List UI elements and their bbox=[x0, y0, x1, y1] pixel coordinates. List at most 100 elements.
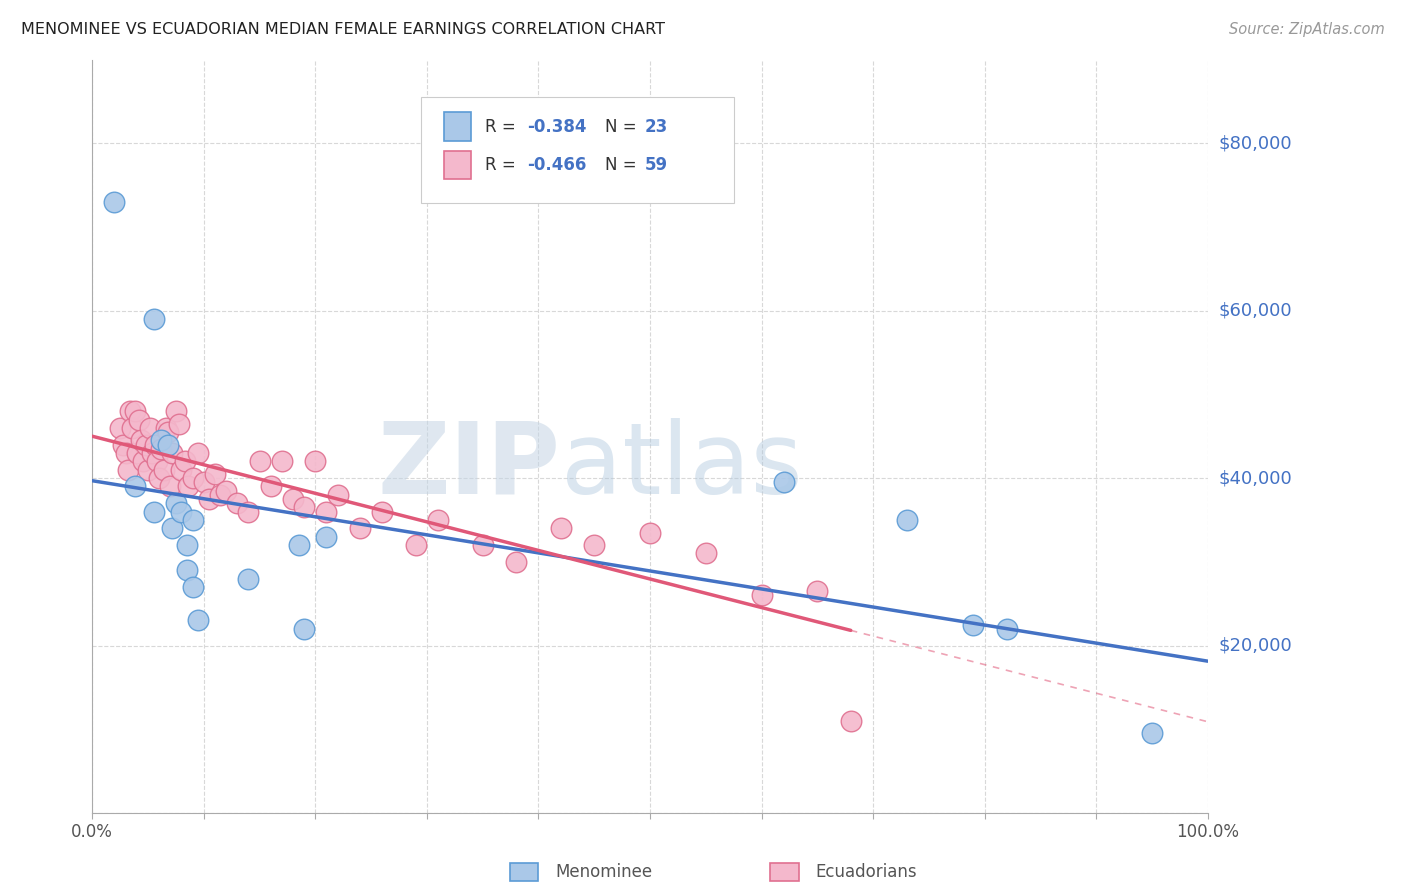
Point bbox=[215, 483, 238, 498]
Point bbox=[148, 471, 170, 485]
Text: R =: R = bbox=[485, 156, 520, 174]
Point bbox=[405, 538, 427, 552]
Point bbox=[806, 584, 828, 599]
Point bbox=[162, 521, 184, 535]
Point bbox=[371, 505, 394, 519]
Point bbox=[238, 505, 260, 519]
Point bbox=[159, 479, 181, 493]
Point bbox=[121, 421, 143, 435]
Point bbox=[315, 530, 337, 544]
Point bbox=[177, 479, 200, 493]
Point bbox=[150, 434, 173, 448]
Text: $40,000: $40,000 bbox=[1219, 469, 1292, 487]
Point bbox=[209, 488, 232, 502]
Point bbox=[162, 446, 184, 460]
Text: atlas: atlas bbox=[561, 417, 803, 515]
Point bbox=[962, 617, 984, 632]
Point bbox=[204, 467, 226, 481]
Text: $20,000: $20,000 bbox=[1219, 637, 1292, 655]
Point bbox=[125, 446, 148, 460]
Point bbox=[139, 421, 162, 435]
Text: MENOMINEE VS ECUADORIAN MEDIAN FEMALE EARNINGS CORRELATION CHART: MENOMINEE VS ECUADORIAN MEDIAN FEMALE EA… bbox=[21, 22, 665, 37]
Point bbox=[304, 454, 326, 468]
Text: $60,000: $60,000 bbox=[1219, 301, 1292, 319]
Point bbox=[427, 513, 450, 527]
Point bbox=[141, 446, 163, 460]
Point bbox=[136, 463, 159, 477]
Point bbox=[152, 463, 174, 477]
Point bbox=[839, 714, 862, 728]
Point bbox=[117, 463, 139, 477]
Point bbox=[143, 437, 166, 451]
Point bbox=[315, 505, 337, 519]
Point bbox=[120, 404, 142, 418]
Point bbox=[155, 421, 177, 435]
Point bbox=[135, 437, 157, 451]
Point bbox=[226, 496, 249, 510]
Point bbox=[1140, 726, 1163, 740]
Point bbox=[170, 463, 193, 477]
Point bbox=[157, 437, 180, 451]
FancyBboxPatch shape bbox=[443, 151, 471, 179]
Point bbox=[165, 496, 187, 510]
FancyBboxPatch shape bbox=[443, 112, 471, 141]
Text: 59: 59 bbox=[644, 156, 668, 174]
Text: ZIP: ZIP bbox=[378, 417, 561, 515]
Point bbox=[238, 572, 260, 586]
Text: 23: 23 bbox=[644, 118, 668, 136]
Point bbox=[471, 538, 494, 552]
Text: -0.466: -0.466 bbox=[527, 156, 586, 174]
Point bbox=[287, 538, 309, 552]
Point bbox=[128, 412, 150, 426]
Point bbox=[157, 425, 180, 439]
Point bbox=[181, 471, 204, 485]
Point bbox=[187, 614, 209, 628]
Point bbox=[108, 421, 131, 435]
Point bbox=[112, 437, 135, 451]
Point bbox=[638, 525, 661, 540]
Point bbox=[326, 488, 349, 502]
Text: Menominee: Menominee bbox=[555, 863, 652, 881]
Point bbox=[181, 580, 204, 594]
Point bbox=[281, 491, 304, 506]
Text: N =: N = bbox=[606, 156, 643, 174]
Point bbox=[995, 622, 1018, 636]
Point bbox=[349, 521, 371, 535]
Point bbox=[583, 538, 606, 552]
Point bbox=[103, 194, 125, 209]
Point bbox=[505, 555, 527, 569]
Point bbox=[292, 622, 315, 636]
Point bbox=[124, 479, 146, 493]
Point bbox=[142, 312, 165, 326]
Text: N =: N = bbox=[606, 118, 643, 136]
FancyBboxPatch shape bbox=[422, 97, 734, 202]
Point bbox=[181, 513, 204, 527]
Point bbox=[129, 434, 152, 448]
Point bbox=[270, 454, 292, 468]
Text: -0.384: -0.384 bbox=[527, 118, 586, 136]
Point bbox=[132, 454, 155, 468]
Point bbox=[751, 588, 773, 602]
Point bbox=[260, 479, 283, 493]
Point bbox=[187, 446, 209, 460]
Point bbox=[170, 505, 193, 519]
Point bbox=[695, 546, 717, 560]
Point bbox=[896, 513, 918, 527]
Point bbox=[167, 417, 190, 431]
Point bbox=[176, 563, 198, 577]
Point bbox=[114, 446, 136, 460]
Point bbox=[150, 442, 173, 456]
Point bbox=[772, 475, 794, 490]
Point bbox=[550, 521, 572, 535]
Point bbox=[249, 454, 271, 468]
Point bbox=[142, 505, 165, 519]
Point bbox=[146, 454, 169, 468]
Point bbox=[193, 475, 215, 490]
Point bbox=[173, 454, 195, 468]
Text: R =: R = bbox=[485, 118, 520, 136]
Point bbox=[198, 491, 221, 506]
Point bbox=[124, 404, 146, 418]
Text: $80,000: $80,000 bbox=[1219, 135, 1292, 153]
Point bbox=[292, 500, 315, 515]
Text: Ecuadorians: Ecuadorians bbox=[815, 863, 917, 881]
